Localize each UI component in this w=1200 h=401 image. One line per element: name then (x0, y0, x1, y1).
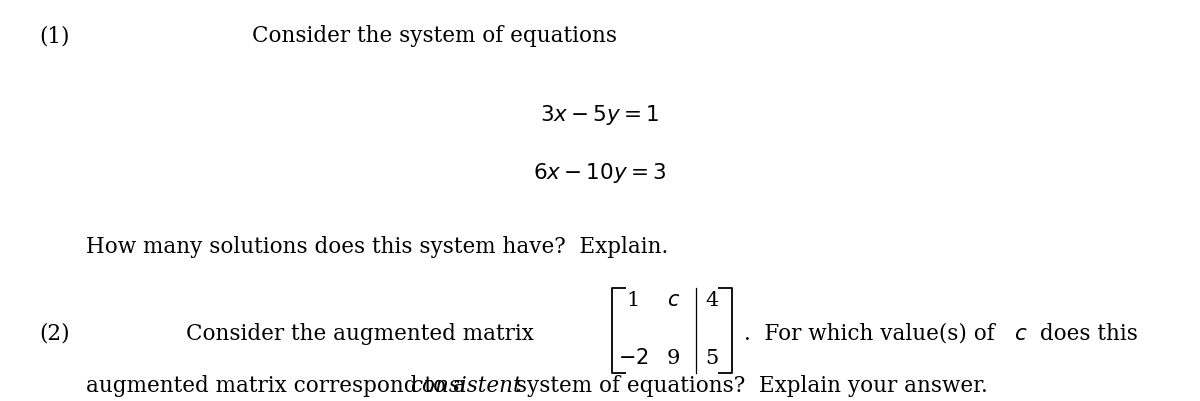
Text: $3x - 5y = 1$: $3x - 5y = 1$ (540, 102, 660, 126)
Text: system of equations?  Explain your answer.: system of equations? Explain your answer… (509, 374, 988, 396)
Text: 4: 4 (704, 290, 719, 309)
Text: $c$: $c$ (667, 290, 679, 309)
Text: consistent: consistent (410, 374, 522, 396)
Text: (2): (2) (40, 322, 71, 344)
Text: .  For which value(s) of: . For which value(s) of (744, 322, 1002, 344)
Text: 9: 9 (666, 348, 680, 367)
Text: $6x - 10y = 3$: $6x - 10y = 3$ (534, 160, 666, 184)
Text: $-2$: $-2$ (618, 347, 649, 367)
Text: $c$: $c$ (1014, 322, 1027, 344)
Text: 1: 1 (626, 290, 641, 309)
Text: (1): (1) (40, 25, 70, 47)
Text: does this: does this (1033, 322, 1138, 344)
Text: Consider the augmented matrix: Consider the augmented matrix (186, 322, 534, 344)
Text: 5: 5 (704, 348, 719, 367)
Text: How many solutions does this system have?  Explain.: How many solutions does this system have… (86, 236, 668, 257)
Text: Consider the system of equations: Consider the system of equations (252, 25, 617, 47)
Text: augmented matrix correspond to a: augmented matrix correspond to a (86, 374, 473, 396)
